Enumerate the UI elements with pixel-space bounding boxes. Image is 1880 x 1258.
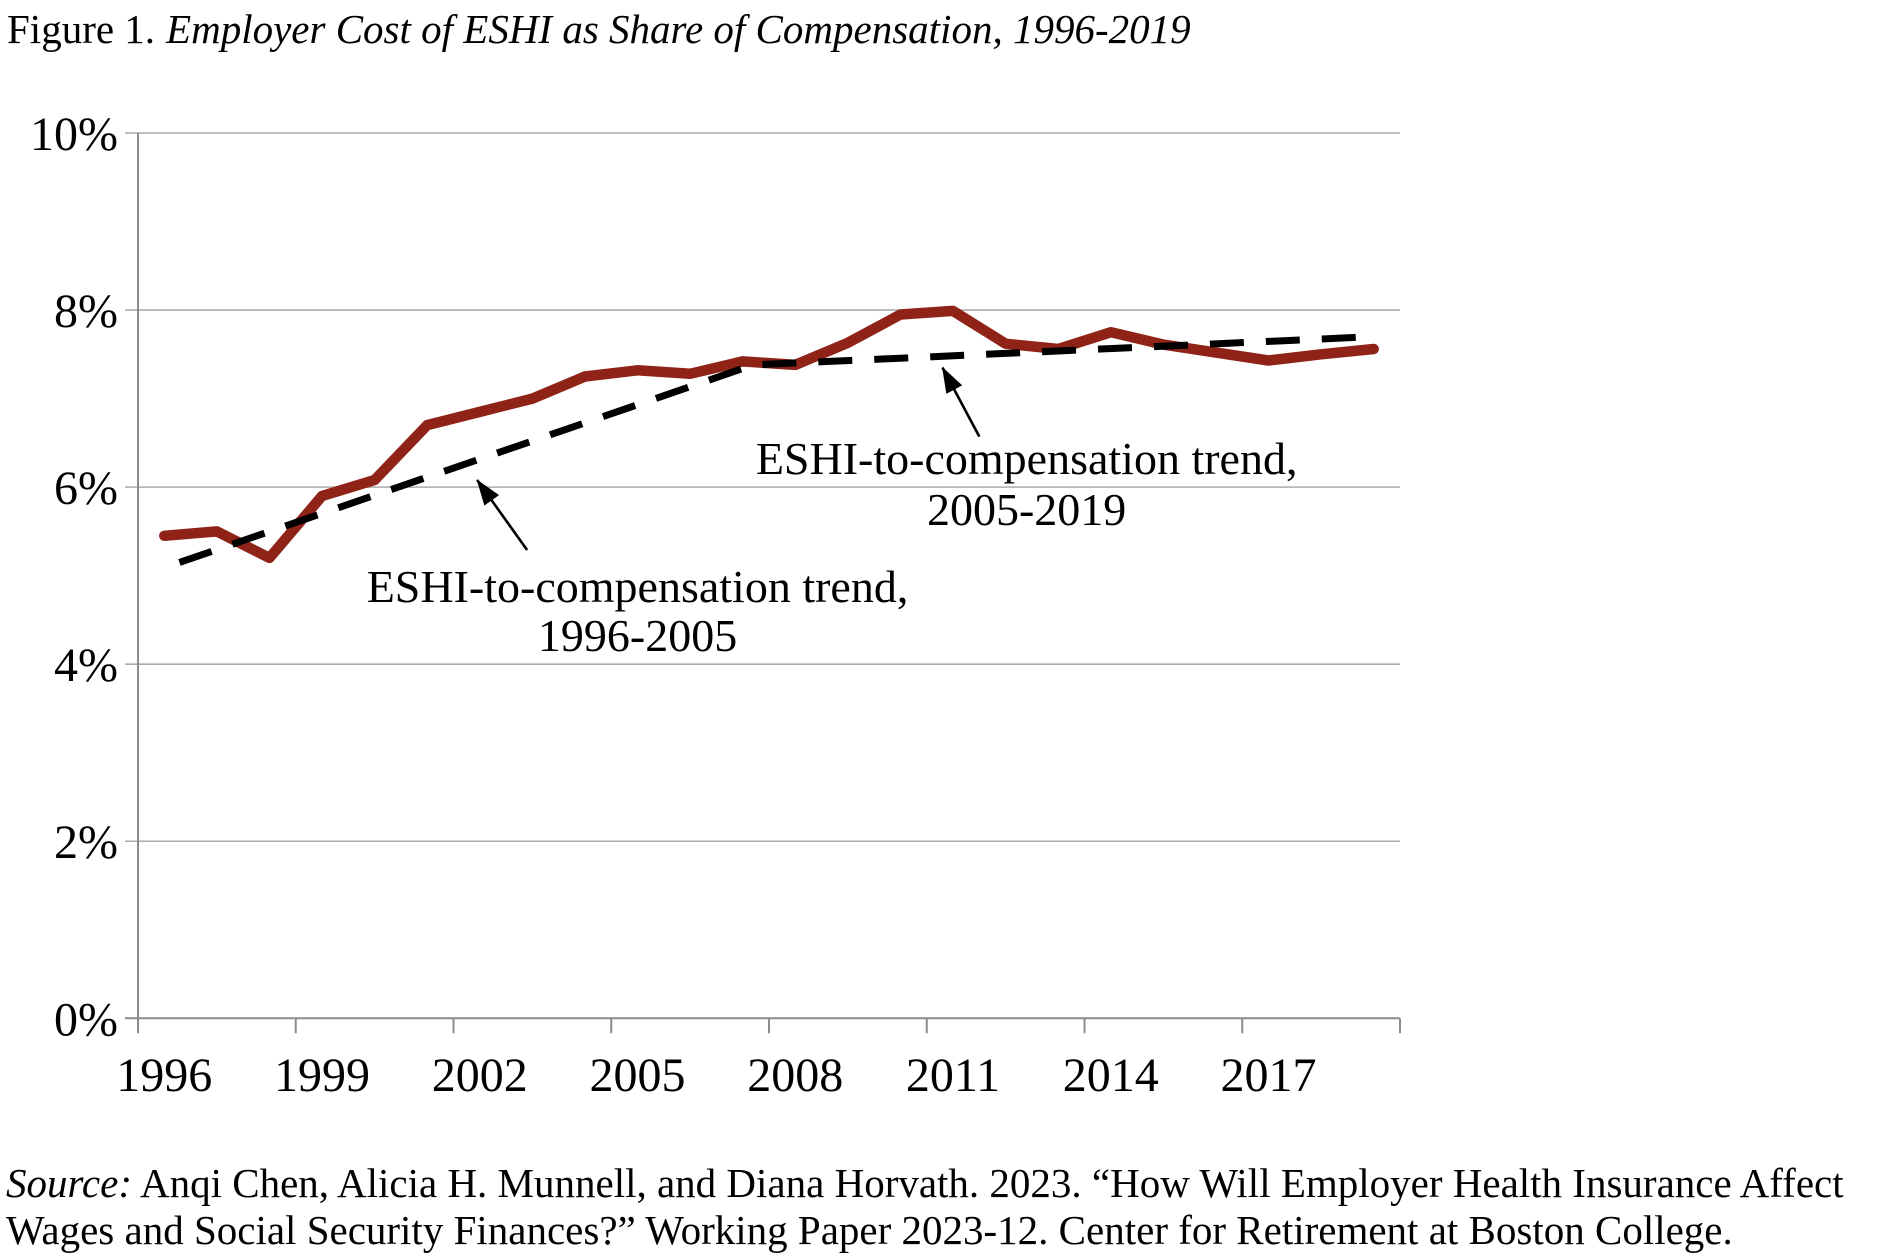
- y-tick-label-10pct: 10%: [30, 108, 118, 161]
- source-line-2: Wages and Social Security Finances?” Wor…: [6, 1207, 1844, 1254]
- y-tick-label-2pct: 2%: [54, 816, 118, 869]
- x-tick-label-2008: 2008: [747, 1049, 843, 1102]
- source-line-1: Source: Anqi Chen, Alicia H. Munnell, an…: [6, 1160, 1844, 1207]
- x-tick-label-2011: 2011: [906, 1049, 1000, 1102]
- source-line-1-text: Anqi Chen, Alicia H. Munnell, and Diana …: [139, 1160, 1844, 1206]
- annotation-2-line-2: 2005-2019: [927, 484, 1126, 535]
- x-tick-label-1999: 1999: [274, 1049, 370, 1102]
- figure-label: Figure 1.: [7, 6, 156, 52]
- x-tick-label-2005: 2005: [590, 1049, 686, 1102]
- x-tick-label-2014: 2014: [1063, 1049, 1159, 1102]
- plot-area: 0% 2% 4% 6% 8% 10% 1996 1999 2002 2005 2008 2011 201…: [30, 108, 1401, 1102]
- annotation-1-line-2: 1996-2005: [538, 610, 737, 661]
- y-tick-label-4pct: 4%: [54, 639, 118, 692]
- y-tick-label-0pct: 0%: [54, 993, 118, 1046]
- x-tick-label-1996: 1996: [116, 1049, 212, 1102]
- figure-title-text: Employer Cost of ESHI as Share of Compen…: [166, 6, 1191, 52]
- annotation-1-line-1: ESHI-to-compensation trend,: [367, 561, 909, 612]
- y-tick-label-8pct: 8%: [54, 285, 118, 338]
- y-tick-label-6pct: 6%: [54, 462, 118, 515]
- annotation-2-arrow: [941, 366, 981, 438]
- x-tick-label-2002: 2002: [432, 1049, 528, 1102]
- source-line-2-text: Wages and Social Security Finances?” Wor…: [6, 1207, 1733, 1253]
- annotation-1-arrow: [476, 479, 529, 551]
- figure-title: Figure 1. Employer Cost of ESHI as Share …: [7, 5, 1191, 53]
- source-note: Source: Anqi Chen, Alicia H. Munnell, an…: [6, 1160, 1844, 1254]
- x-tick-label-2017: 2017: [1221, 1049, 1317, 1102]
- annotation-2-line-1: ESHI-to-compensation trend,: [756, 433, 1298, 484]
- trend-dashed-line: [163, 333, 1374, 572]
- source-label: Source:: [6, 1160, 132, 1206]
